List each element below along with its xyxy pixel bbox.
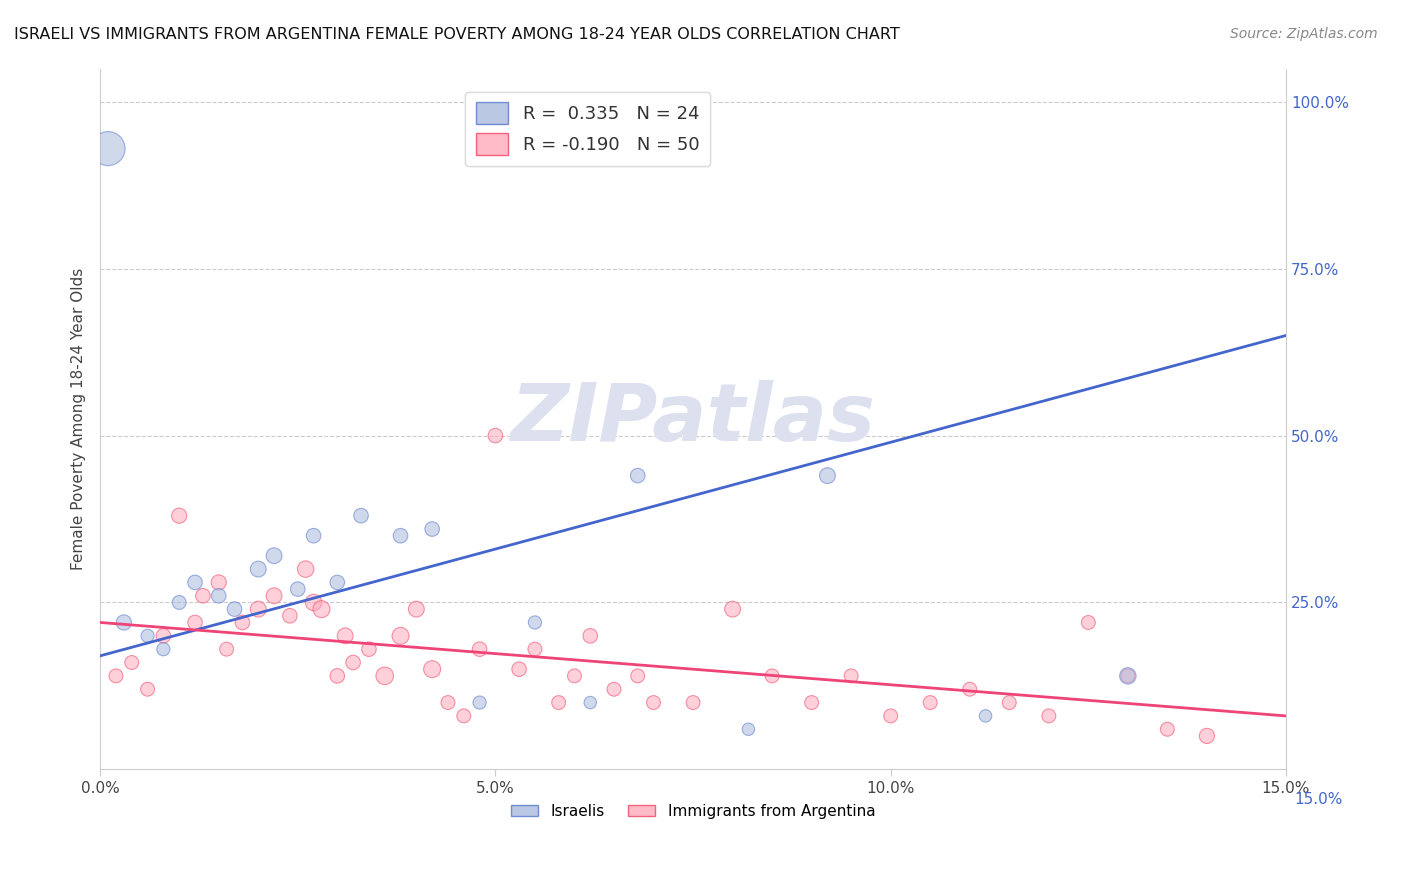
Point [357,642,380,657]
Point [839,669,862,683]
Point [998,696,1021,710]
Point [1038,709,1060,723]
Y-axis label: Female Poverty Among 18-24 Year Olds: Female Poverty Among 18-24 Year Olds [72,268,86,570]
Point [974,709,997,723]
Point [389,629,412,643]
Point [405,602,427,616]
Text: 15.0%: 15.0% [1295,792,1343,807]
Point [547,696,569,710]
Point [761,669,783,683]
Point [1195,729,1218,743]
Point [1116,669,1139,683]
Point [136,629,159,643]
Point [287,582,309,596]
Point [721,602,744,616]
Point [627,669,650,683]
Point [1077,615,1099,630]
Point [302,529,325,543]
Point [104,669,127,683]
Point [247,562,270,576]
Point [335,629,357,643]
Point [420,662,443,676]
Point [136,682,159,697]
Point [311,602,333,616]
Point [167,595,190,609]
Point [627,468,650,483]
Point [453,709,475,723]
Point [208,575,231,590]
Point [523,642,546,657]
Point [208,589,231,603]
Point [263,589,285,603]
Point [603,682,626,697]
Point [389,529,412,543]
Point [215,642,238,657]
Point [191,589,214,603]
Point [278,608,301,623]
Point [152,629,174,643]
Point [1116,669,1139,683]
Point [294,562,316,576]
Point [350,508,373,523]
Text: ZIPatlas: ZIPatlas [510,380,876,458]
Point [920,696,942,710]
Point [643,696,665,710]
Text: ISRAELI VS IMMIGRANTS FROM ARGENTINA FEMALE POVERTY AMONG 18-24 YEAR OLDS CORREL: ISRAELI VS IMMIGRANTS FROM ARGENTINA FEM… [14,27,900,42]
Point [342,656,364,670]
Point [121,656,143,670]
Legend: Israelis, Immigrants from Argentina: Israelis, Immigrants from Argentina [505,797,882,825]
Point [800,696,823,710]
Point [184,615,207,630]
Point [437,696,460,710]
Point [737,723,759,737]
Point [374,669,396,683]
Point [484,428,506,442]
Point [420,522,443,536]
Point [184,575,207,590]
Point [468,642,491,657]
Point [326,575,349,590]
Point [579,696,602,710]
Point [817,468,839,483]
Point [579,629,602,643]
Point [263,549,285,563]
Point [1156,723,1178,737]
Point [879,709,901,723]
Point [247,602,270,616]
Point [152,642,174,657]
Point [231,615,253,630]
Text: Source: ZipAtlas.com: Source: ZipAtlas.com [1230,27,1378,41]
Point [682,696,704,710]
Point [468,696,491,710]
Point [167,508,190,523]
Point [302,595,325,609]
Point [564,669,586,683]
Point [97,142,120,156]
Point [523,615,546,630]
Point [224,602,246,616]
Point [326,669,349,683]
Point [959,682,981,697]
Point [112,615,135,630]
Point [508,662,530,676]
